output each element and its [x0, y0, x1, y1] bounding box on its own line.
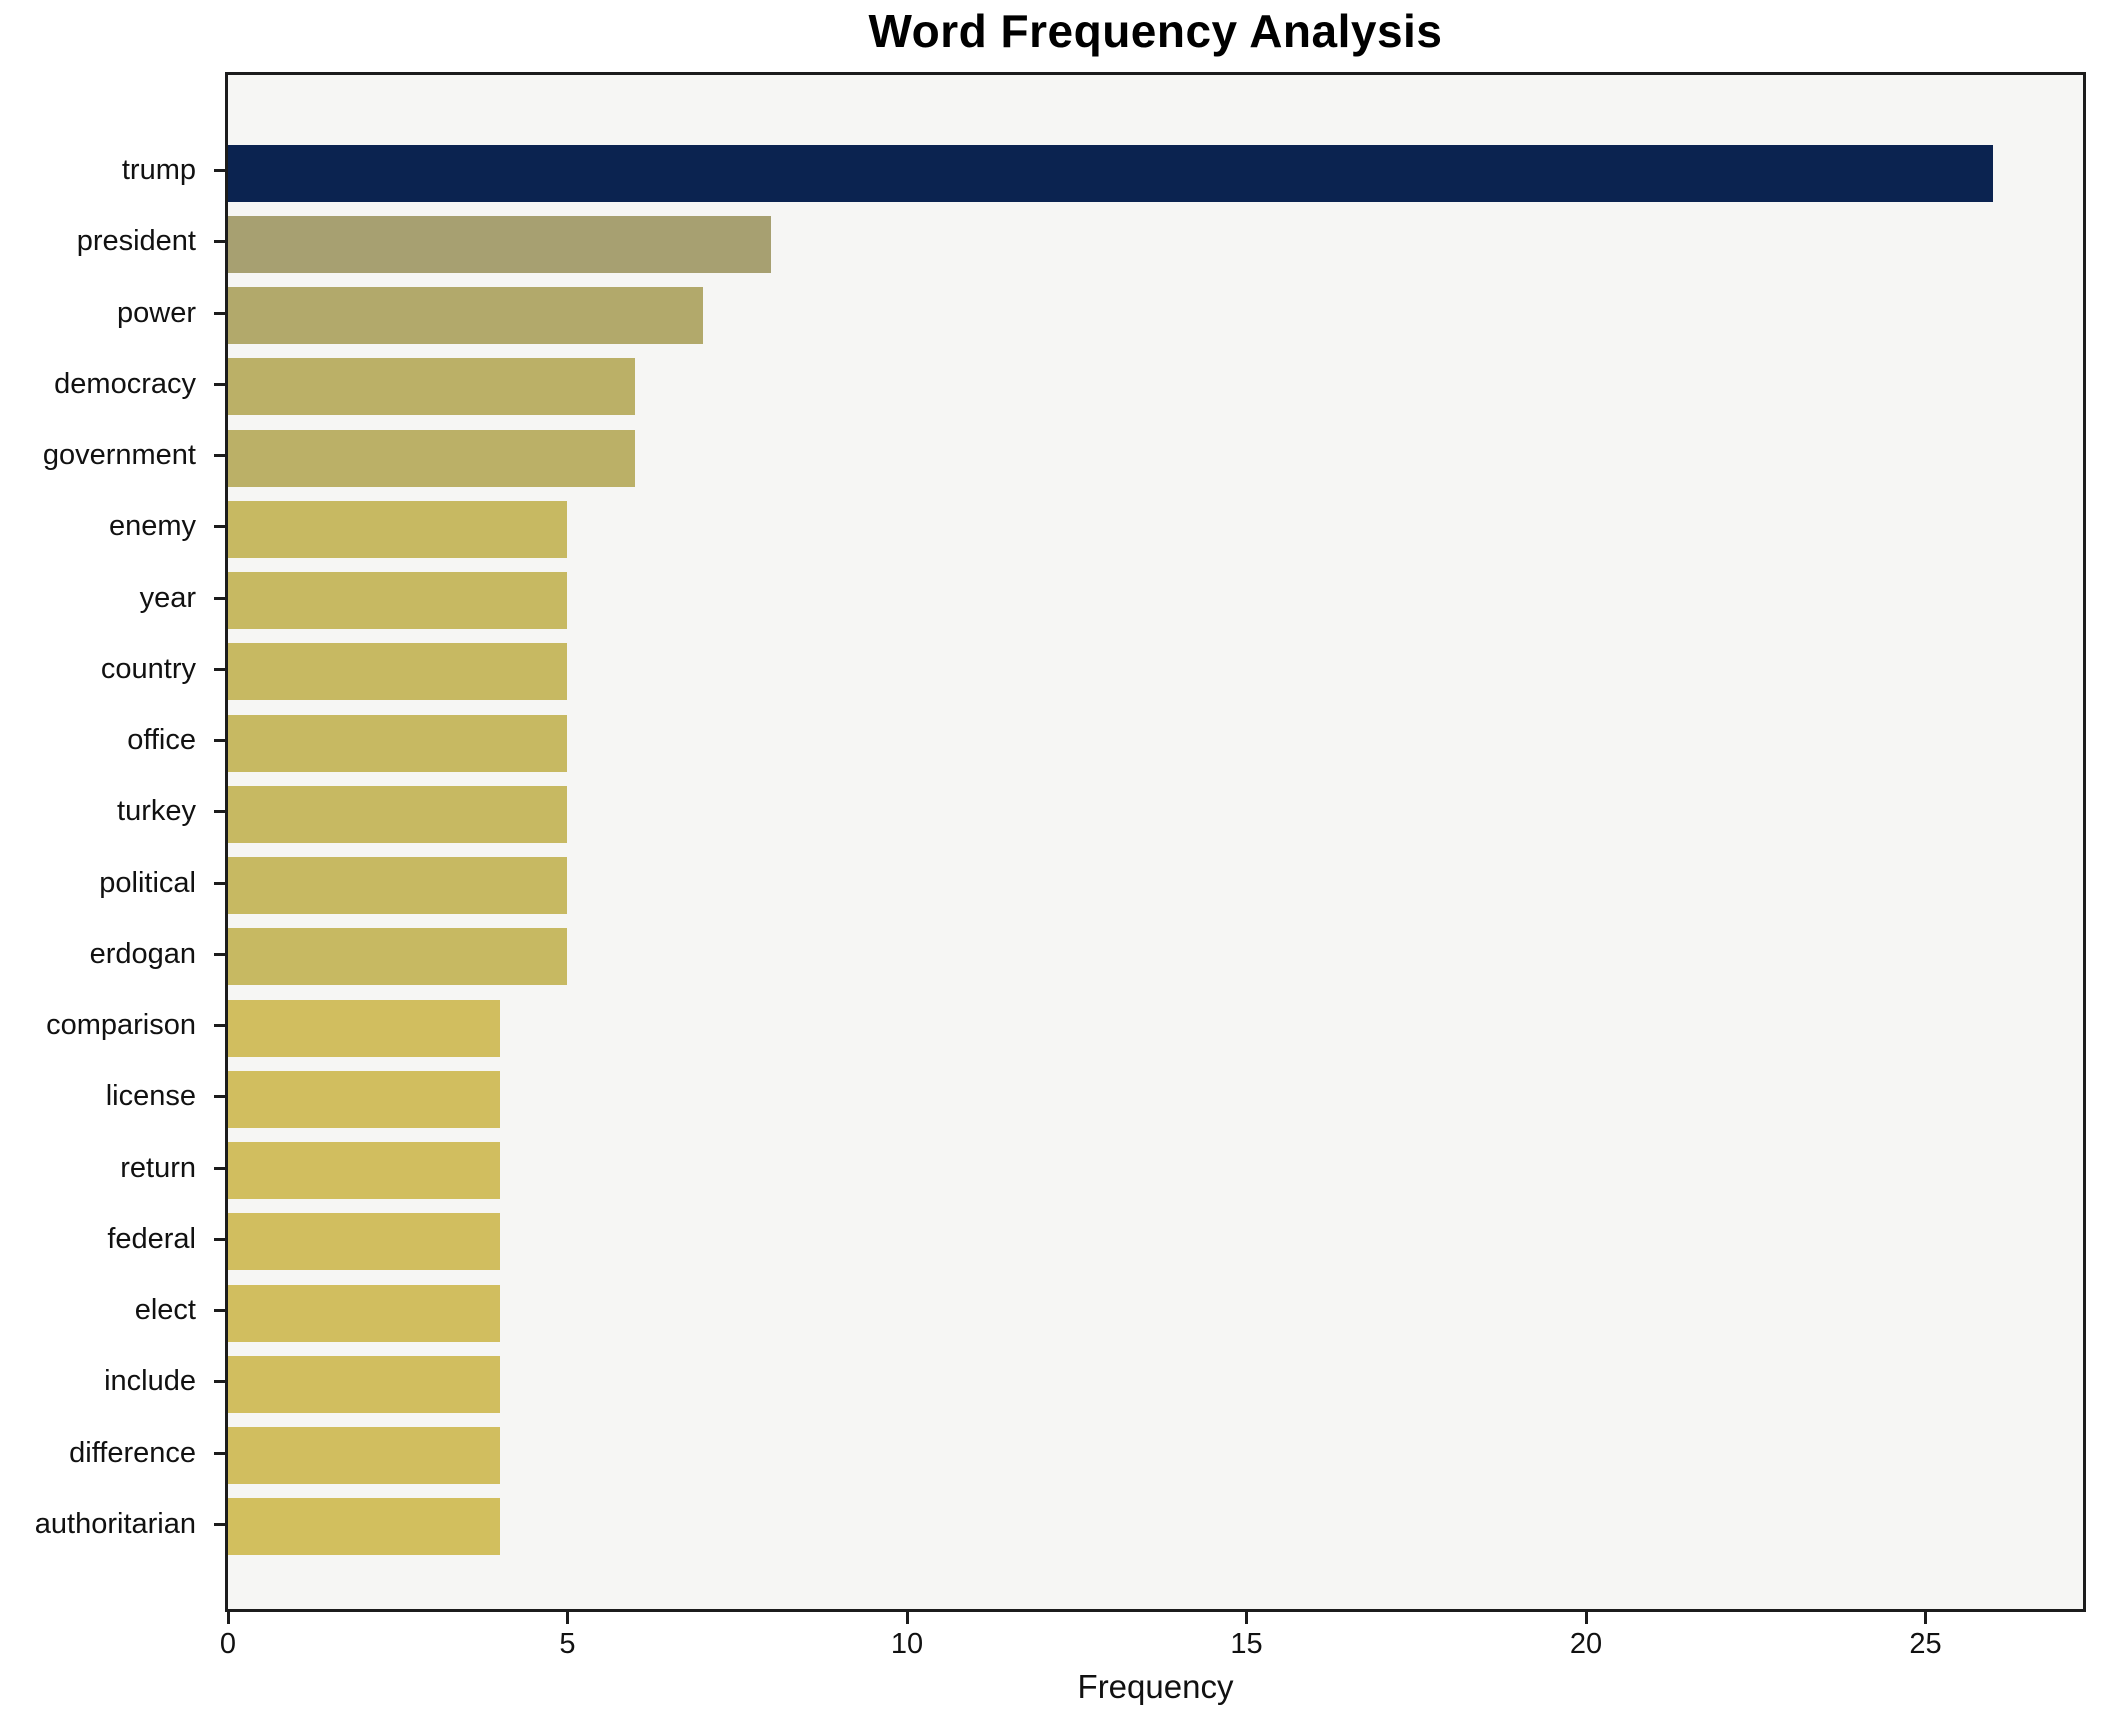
bar-row	[228, 572, 2083, 630]
bar-row	[228, 714, 2083, 772]
y-tick-mark	[214, 596, 225, 600]
y-tick-mark	[214, 1237, 225, 1241]
bar-row	[228, 785, 2083, 843]
bar-license	[228, 1070, 500, 1128]
y-tick-mark	[214, 525, 225, 529]
bar-power	[228, 287, 704, 345]
y-axis-label-enemy: enemy	[108, 510, 196, 543]
y-tick-mark	[214, 1024, 225, 1028]
bar-row	[228, 1142, 2083, 1200]
y-tick-mark	[214, 810, 225, 814]
bar-political	[228, 857, 568, 915]
bar-office	[228, 714, 568, 772]
y-axis-label-authoritarian: authoritarian	[34, 1507, 196, 1540]
y-tick-mark	[214, 881, 225, 885]
y-axis-label-include: include	[104, 1365, 196, 1398]
bar-government	[228, 429, 636, 487]
y-tick-mark	[214, 1380, 225, 1384]
bar-elect	[228, 1284, 500, 1342]
x-tick-label-25: 25	[1909, 1628, 1942, 1660]
bar-row	[228, 287, 2083, 345]
y-axis-label-license: license	[105, 1080, 196, 1113]
bar-row	[228, 144, 2083, 202]
y-axis-label-country: country	[100, 652, 196, 685]
y-tick-mark	[214, 952, 225, 956]
bar-federal	[228, 1213, 500, 1271]
bar-row	[228, 215, 2083, 273]
x-tick-mark	[566, 1612, 570, 1624]
y-axis-label-president: president	[76, 225, 196, 258]
bar-president	[228, 215, 772, 273]
y-tick-mark	[214, 454, 225, 458]
y-axis-label-federal: federal	[107, 1222, 196, 1255]
x-tick-mark	[1924, 1612, 1928, 1624]
bar-trump	[228, 144, 1994, 202]
bar-enemy	[228, 500, 568, 558]
bar-row	[228, 1284, 2083, 1342]
bar-row	[228, 500, 2083, 558]
y-tick-mark	[214, 311, 225, 315]
y-axis-label-government: government	[42, 439, 196, 472]
x-tick-label-20: 20	[1569, 1628, 1603, 1660]
y-axis-label-trump: trump	[121, 154, 196, 186]
bar-comparison	[228, 999, 500, 1057]
bar-difference	[228, 1427, 500, 1485]
bar-row	[228, 643, 2083, 701]
y-tick-mark	[214, 240, 225, 244]
bar-include	[228, 1355, 500, 1413]
y-axis-label-turkey: turkey	[117, 795, 196, 828]
y-tick-mark	[214, 1451, 225, 1455]
y-axis-label-democracy: democracy	[54, 367, 196, 400]
chart-title: Word Frequency Analysis	[868, 5, 1443, 57]
bar-row	[228, 857, 2083, 915]
y-axis-label-return: return	[120, 1151, 196, 1184]
plot-area	[225, 72, 2086, 1612]
bar-row	[228, 1427, 2083, 1485]
y-axis-label-office: office	[127, 724, 196, 757]
y-tick-mark	[214, 1309, 225, 1313]
y-tick-mark	[214, 739, 225, 743]
x-tick-mark	[1584, 1612, 1588, 1624]
y-axis-label-year: year	[139, 581, 196, 614]
bar-row	[228, 999, 2083, 1057]
bar-country	[228, 643, 568, 701]
y-tick-mark	[214, 382, 225, 386]
y-axis-label-erdogan: erdogan	[89, 937, 196, 970]
bar-row	[228, 1498, 2083, 1556]
bar-erdogan	[228, 928, 568, 986]
bar-row	[228, 358, 2083, 416]
bar-row	[228, 928, 2083, 986]
x-tick-mark	[227, 1612, 230, 1624]
x-tick-label-10: 10	[890, 1628, 924, 1660]
y-tick-mark	[214, 667, 225, 671]
bar-return	[228, 1142, 500, 1200]
bar-row	[228, 1213, 2083, 1271]
y-axis-label-political: political	[99, 866, 196, 899]
y-axis-label-power: power	[117, 296, 196, 329]
x-tick-label-5: 5	[559, 1628, 576, 1660]
y-tick-mark	[214, 169, 225, 172]
y-axis-label-difference: difference	[69, 1436, 196, 1469]
bar-turkey	[228, 785, 568, 843]
x-tick-label-15: 15	[1230, 1628, 1263, 1660]
x-axis-title: Frequency	[1077, 1668, 1234, 1705]
x-tick-label-0: 0	[219, 1628, 237, 1660]
y-axis-label-comparison: comparison	[46, 1009, 196, 1042]
y-axis-label-elect: elect	[134, 1294, 196, 1327]
bar-authoritarian	[228, 1498, 500, 1556]
x-tick-mark	[905, 1612, 909, 1624]
x-tick-mark	[1245, 1612, 1249, 1624]
bar-year	[228, 572, 568, 630]
y-tick-mark	[214, 1095, 225, 1099]
bar-row	[228, 429, 2083, 487]
y-tick-mark	[214, 1522, 225, 1526]
bar-row	[228, 1070, 2083, 1128]
bar-democracy	[228, 358, 636, 416]
bar-row	[228, 1355, 2083, 1413]
y-tick-mark	[214, 1166, 225, 1170]
